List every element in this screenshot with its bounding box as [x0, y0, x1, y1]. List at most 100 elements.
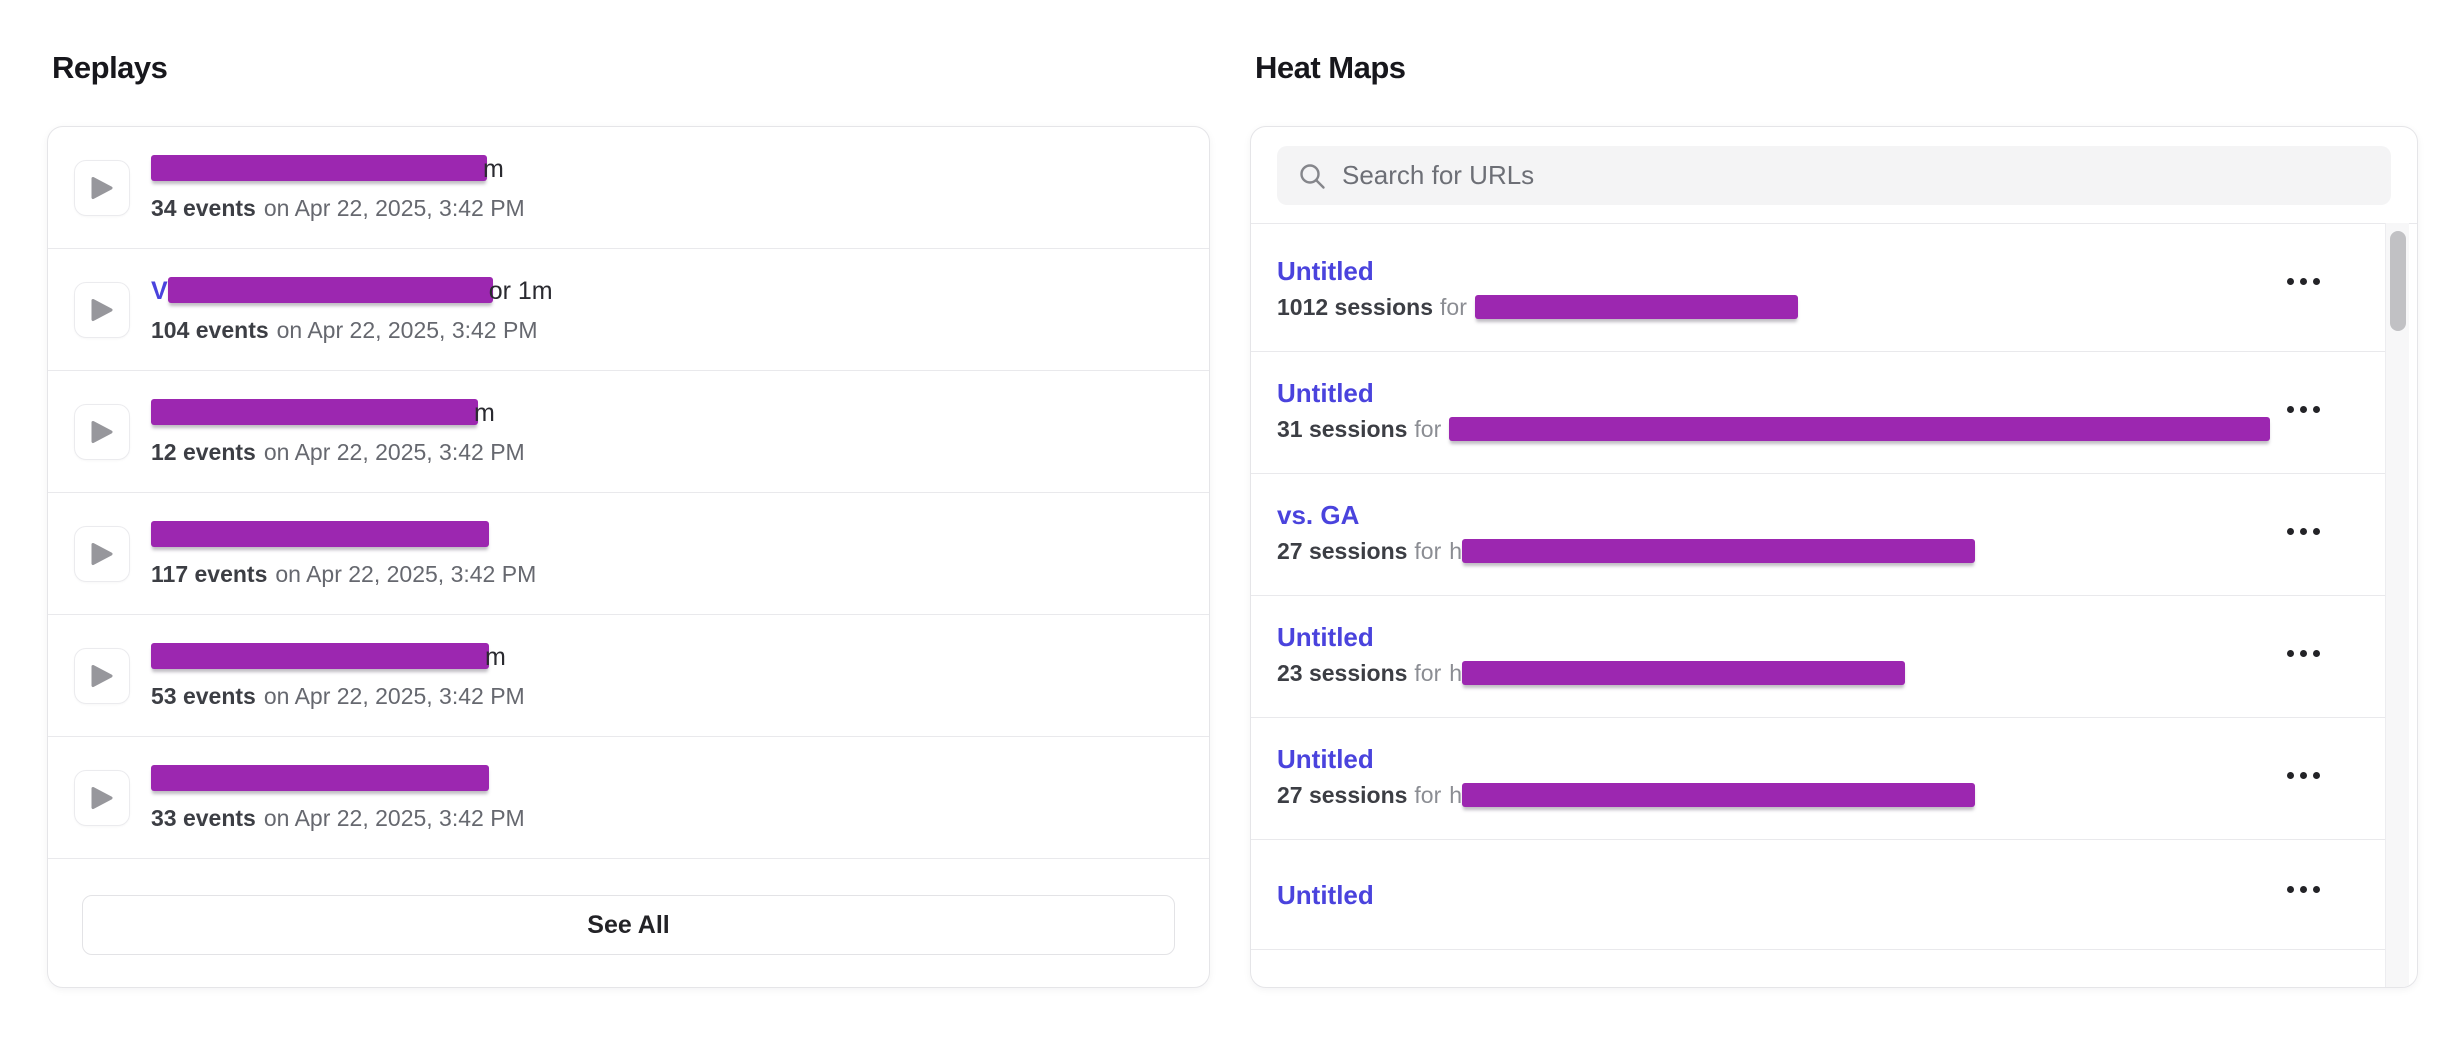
replay-timestamp: on Apr 22, 2025, 3:42 PM — [263, 438, 525, 465]
replay-list-item[interactable]: m 12 events on Apr 22, 2025, 3:42 PM — [48, 371, 1209, 493]
visit-duration-fragment: or 1m — [488, 276, 553, 305]
session-count: 27 sessions — [1277, 538, 1408, 564]
visit-duration-fragment: m — [474, 398, 495, 427]
play-button[interactable] — [74, 281, 130, 338]
event-count: 12 events — [151, 438, 256, 465]
play-icon — [90, 419, 114, 445]
replay-info: m 34 events on Apr 22, 2025, 3:42 PM — [151, 154, 525, 222]
replay-info: 117 events on Apr 22, 2025, 3:42 PM — [151, 520, 536, 588]
url-search-box[interactable] — [1277, 146, 2391, 205]
event-count: 117 events — [151, 560, 268, 587]
replay-meta: 34 events on Apr 22, 2025, 3:42 PM — [151, 194, 525, 222]
redaction-bar — [1474, 294, 1798, 319]
session-count: 27 sessions — [1277, 782, 1408, 808]
replay-list-item[interactable]: m 34 events on Apr 22, 2025, 3:42 PM — [48, 127, 1209, 249]
replay-meta: 53 events on Apr 22, 2025, 3:42 PM — [151, 682, 525, 710]
see-all-container: See All — [48, 859, 1209, 955]
heatmap-meta: 27 sessions for h — [1277, 537, 2359, 565]
redaction-bar — [151, 764, 489, 791]
replay-list-item[interactable]: 33 events on Apr 22, 2025, 3:42 PM — [48, 737, 1209, 859]
heatmap-title-link[interactable]: vs. GA — [1277, 500, 1360, 530]
heatmap-title-link[interactable]: Untitled — [1277, 984, 1374, 987]
more-options-button[interactable] — [2283, 646, 2324, 661]
url-fragment: h — [1449, 538, 1463, 564]
heatmap-meta: 23 sessions for h — [1277, 659, 2359, 687]
replay-list-item[interactable]: m 53 events on Apr 22, 2025, 3:42 PM — [48, 615, 1209, 737]
heatmap-list-item[interactable]: Untitled 27 sessions for h — [1251, 718, 2385, 840]
url-search-input[interactable] — [1342, 160, 2371, 191]
url-fragment: h — [1449, 782, 1463, 808]
heatmap-meta — [1277, 917, 2359, 945]
heatmap-title-link[interactable]: Untitled — [1277, 256, 1374, 286]
event-count: 53 events — [151, 682, 256, 709]
redaction-bar — [151, 398, 478, 425]
heatmap-list-item[interactable]: Untitled 31 sessions for — [1251, 352, 2385, 474]
replay-meta: 33 events on Apr 22, 2025, 3:42 PM — [151, 804, 525, 832]
heatmaps-scrollbar-track[interactable] — [2385, 223, 2409, 987]
replay-meta: 12 events on Apr 22, 2025, 3:42 PM — [151, 438, 525, 466]
replay-visitor-link[interactable]: m — [151, 398, 525, 428]
play-button[interactable] — [74, 159, 130, 216]
play-button[interactable] — [74, 525, 130, 582]
redaction-bar — [1462, 538, 1976, 563]
heatmap-list-item[interactable]: Untitled 23 sessions for h — [1251, 596, 2385, 718]
heatmap-title-link[interactable]: Untitled — [1277, 880, 1374, 910]
heatmap-title-link[interactable]: Untitled — [1277, 378, 1374, 408]
heatmap-meta: 1012 sessions for — [1277, 293, 2359, 321]
replay-list-item[interactable]: 117 events on Apr 22, 2025, 3:42 PM — [48, 493, 1209, 615]
redaction-bar — [151, 154, 487, 181]
replay-meta: 104 events on Apr 22, 2025, 3:42 PM — [151, 316, 553, 344]
replay-visitor-link[interactable]: m — [151, 154, 525, 184]
event-count: 104 events — [151, 316, 269, 343]
replay-timestamp: on Apr 22, 2025, 3:42 PM — [263, 804, 525, 831]
heatmaps-scrollbar-thumb[interactable] — [2390, 231, 2406, 331]
replay-meta: 117 events on Apr 22, 2025, 3:42 PM — [151, 560, 536, 588]
redaction-bar — [151, 642, 489, 669]
heatmap-list-item[interactable]: Untitled — [1251, 950, 2385, 987]
redaction-bar — [167, 276, 493, 303]
play-icon — [90, 663, 114, 689]
for-label: for — [1414, 538, 1442, 564]
event-count: 33 events — [151, 804, 256, 831]
redaction-bar — [1449, 416, 2271, 441]
replay-visitor-link[interactable] — [151, 520, 536, 550]
replay-timestamp: on Apr 22, 2025, 3:42 PM — [275, 560, 537, 587]
replays-title: Replays — [52, 50, 168, 85]
play-icon — [90, 785, 114, 811]
more-options-button[interactable] — [2283, 768, 2324, 783]
more-options-button[interactable] — [2283, 402, 2324, 417]
for-label: for — [1440, 294, 1467, 320]
heatmap-meta: 31 sessions for — [1277, 415, 2359, 443]
more-options-button[interactable] — [2283, 274, 2324, 289]
heatmap-title-link[interactable]: Untitled — [1277, 622, 1374, 652]
heatmap-list-item[interactable]: vs. GA 27 sessions for h — [1251, 474, 2385, 596]
play-icon — [90, 541, 114, 567]
more-options-button[interactable] — [2283, 524, 2324, 539]
see-all-button[interactable]: See All — [82, 895, 1175, 955]
heatmap-list-item[interactable]: Untitled 1012 sessions for — [1251, 224, 2385, 352]
play-button[interactable] — [74, 403, 130, 460]
play-icon — [90, 297, 114, 323]
for-label: for — [1414, 782, 1442, 808]
heatmap-list-item[interactable]: Untitled — [1251, 840, 2385, 950]
session-count: 23 sessions — [1277, 660, 1408, 686]
play-icon — [90, 175, 114, 201]
more-options-button[interactable] — [2283, 882, 2324, 897]
event-count: 34 events — [151, 194, 256, 221]
play-button[interactable] — [74, 769, 130, 826]
visitor-name-fragment: V — [151, 276, 168, 305]
replays-panel: Replays m 34 events on Apr 22, 2025, 3:42… — [47, 50, 1210, 988]
replay-visitor-link[interactable]: m — [151, 642, 525, 672]
play-button[interactable] — [74, 647, 130, 704]
replay-visitor-link[interactable] — [151, 764, 525, 794]
heatmap-title-link[interactable]: Untitled — [1277, 744, 1374, 774]
url-fragment: h — [1449, 660, 1463, 686]
replay-info: m 12 events on Apr 22, 2025, 3:42 PM — [151, 398, 525, 466]
replay-timestamp: on Apr 22, 2025, 3:42 PM — [263, 682, 525, 709]
